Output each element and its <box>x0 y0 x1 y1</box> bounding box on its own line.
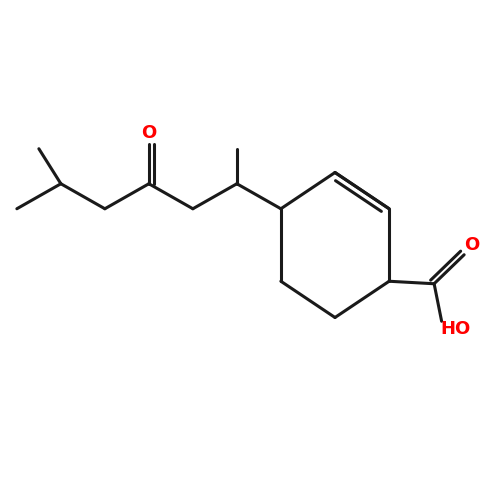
Text: O: O <box>141 124 156 142</box>
Text: O: O <box>464 236 479 254</box>
Text: HO: HO <box>440 320 470 338</box>
